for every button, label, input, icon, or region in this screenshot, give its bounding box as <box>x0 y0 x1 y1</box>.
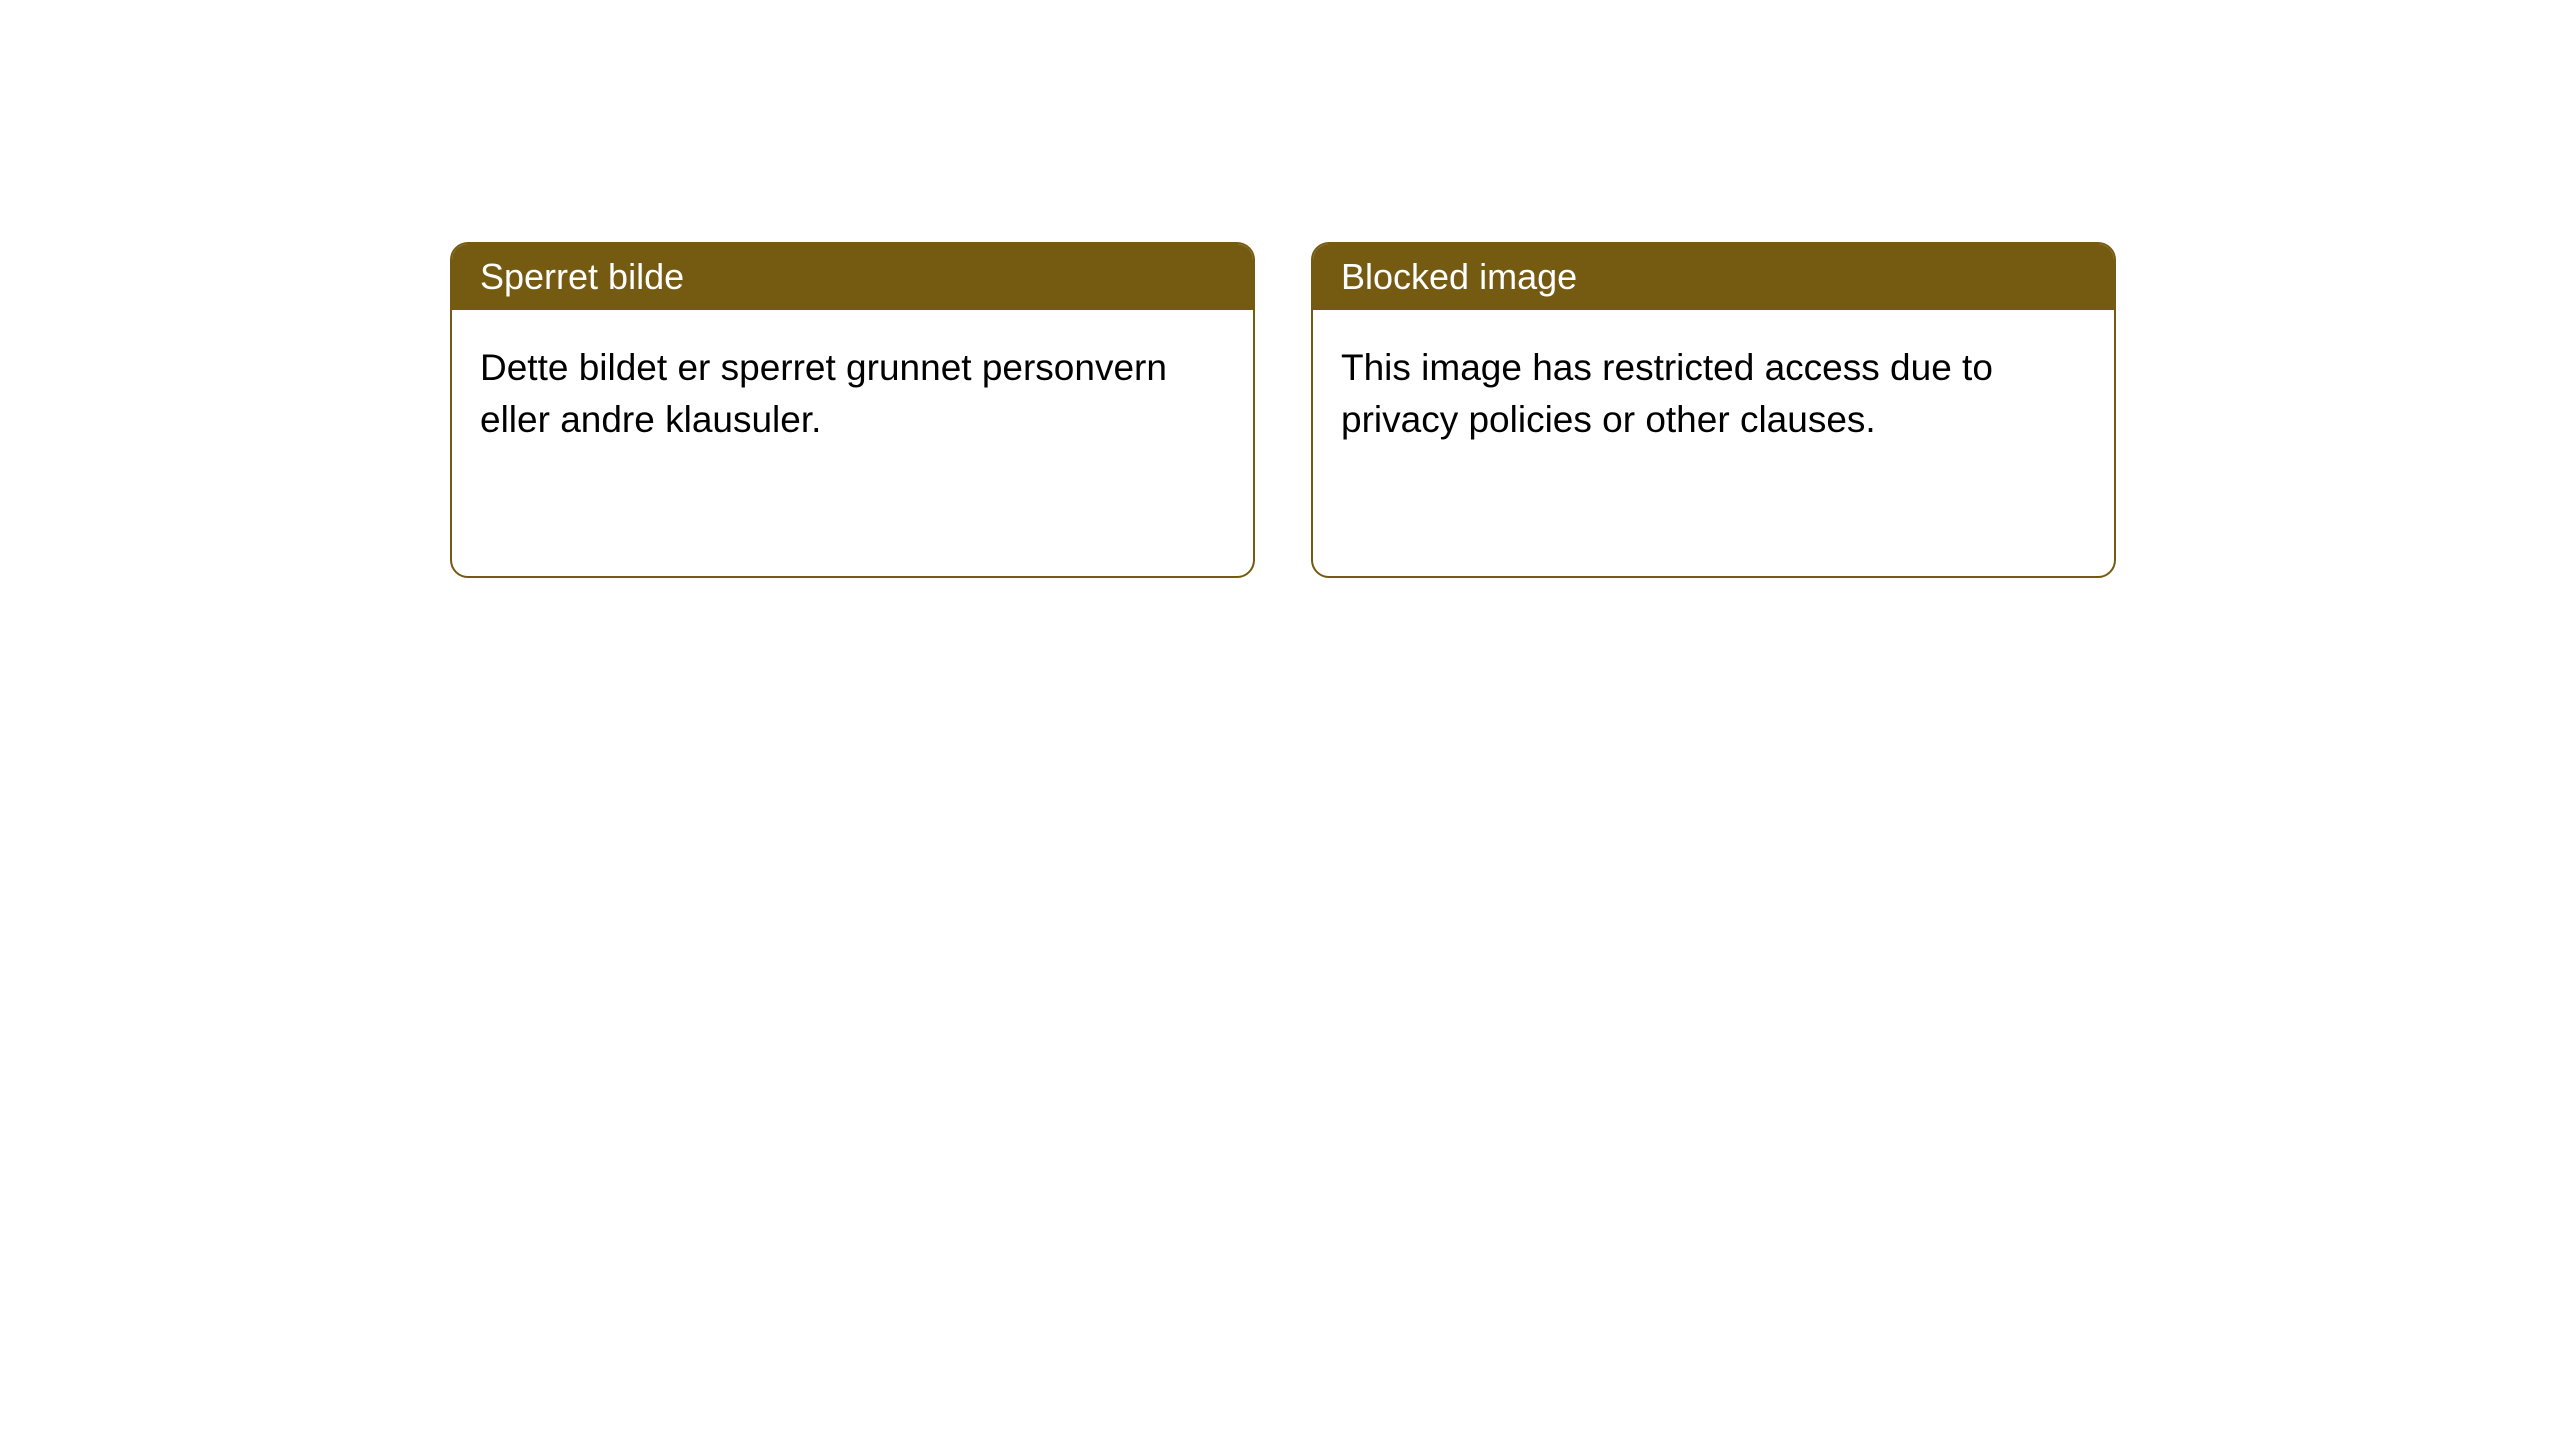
card-title: Blocked image <box>1341 256 1577 297</box>
card-header: Blocked image <box>1313 244 2114 310</box>
notice-card-norwegian: Sperret bilde Dette bildet er sperret gr… <box>450 242 1255 578</box>
card-body-text: Dette bildet er sperret grunnet personve… <box>480 347 1167 440</box>
notice-card-english: Blocked image This image has restricted … <box>1311 242 2116 578</box>
card-title: Sperret bilde <box>480 256 684 297</box>
card-header: Sperret bilde <box>452 244 1253 310</box>
card-body: This image has restricted access due to … <box>1313 310 2114 478</box>
notice-cards-container: Sperret bilde Dette bildet er sperret gr… <box>0 0 2560 578</box>
card-body: Dette bildet er sperret grunnet personve… <box>452 310 1253 478</box>
card-body-text: This image has restricted access due to … <box>1341 347 1993 440</box>
